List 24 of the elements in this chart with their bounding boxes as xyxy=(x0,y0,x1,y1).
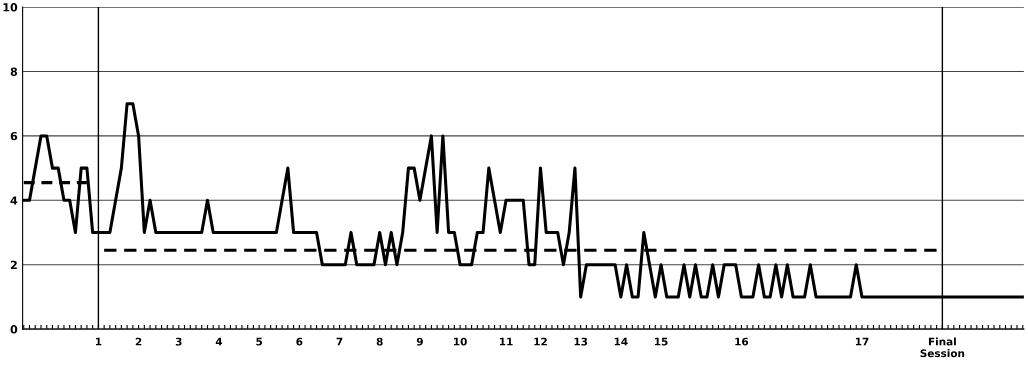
x-tick-label: 1 xyxy=(95,337,102,346)
x-tick-label: 8 xyxy=(376,337,383,346)
y-tick-label: 6 xyxy=(10,131,18,141)
y-tick-label: 2 xyxy=(10,260,17,269)
x-tick-label: 7 xyxy=(336,337,343,346)
x-tick-label: 5 xyxy=(256,337,263,346)
x-tick-label: 9 xyxy=(416,337,423,346)
x-tick-label: 2 xyxy=(135,337,142,346)
x-tick-label: 11 xyxy=(499,337,513,346)
y-tick-label: 8 xyxy=(10,67,18,76)
x-tick-label: 13 xyxy=(574,337,588,346)
y-tick-label: 4 xyxy=(10,196,18,205)
x-tick-label: 15 xyxy=(654,337,668,346)
x-tick-label: 14 xyxy=(614,337,628,346)
x-tick-label: 4 xyxy=(215,337,223,346)
y-tick-label: 0 xyxy=(10,325,18,334)
x-tick-label: Final Session xyxy=(920,337,965,358)
x-tick-label: 3 xyxy=(175,337,182,346)
x-tick-label: 6 xyxy=(296,337,303,346)
x-tick-label: 17 xyxy=(855,337,869,346)
x-tick-label: 12 xyxy=(534,337,547,346)
y-tick-label: 10 xyxy=(3,3,18,12)
x-tick-label: 10 xyxy=(454,337,467,346)
x-tick-label: 16 xyxy=(735,337,749,346)
